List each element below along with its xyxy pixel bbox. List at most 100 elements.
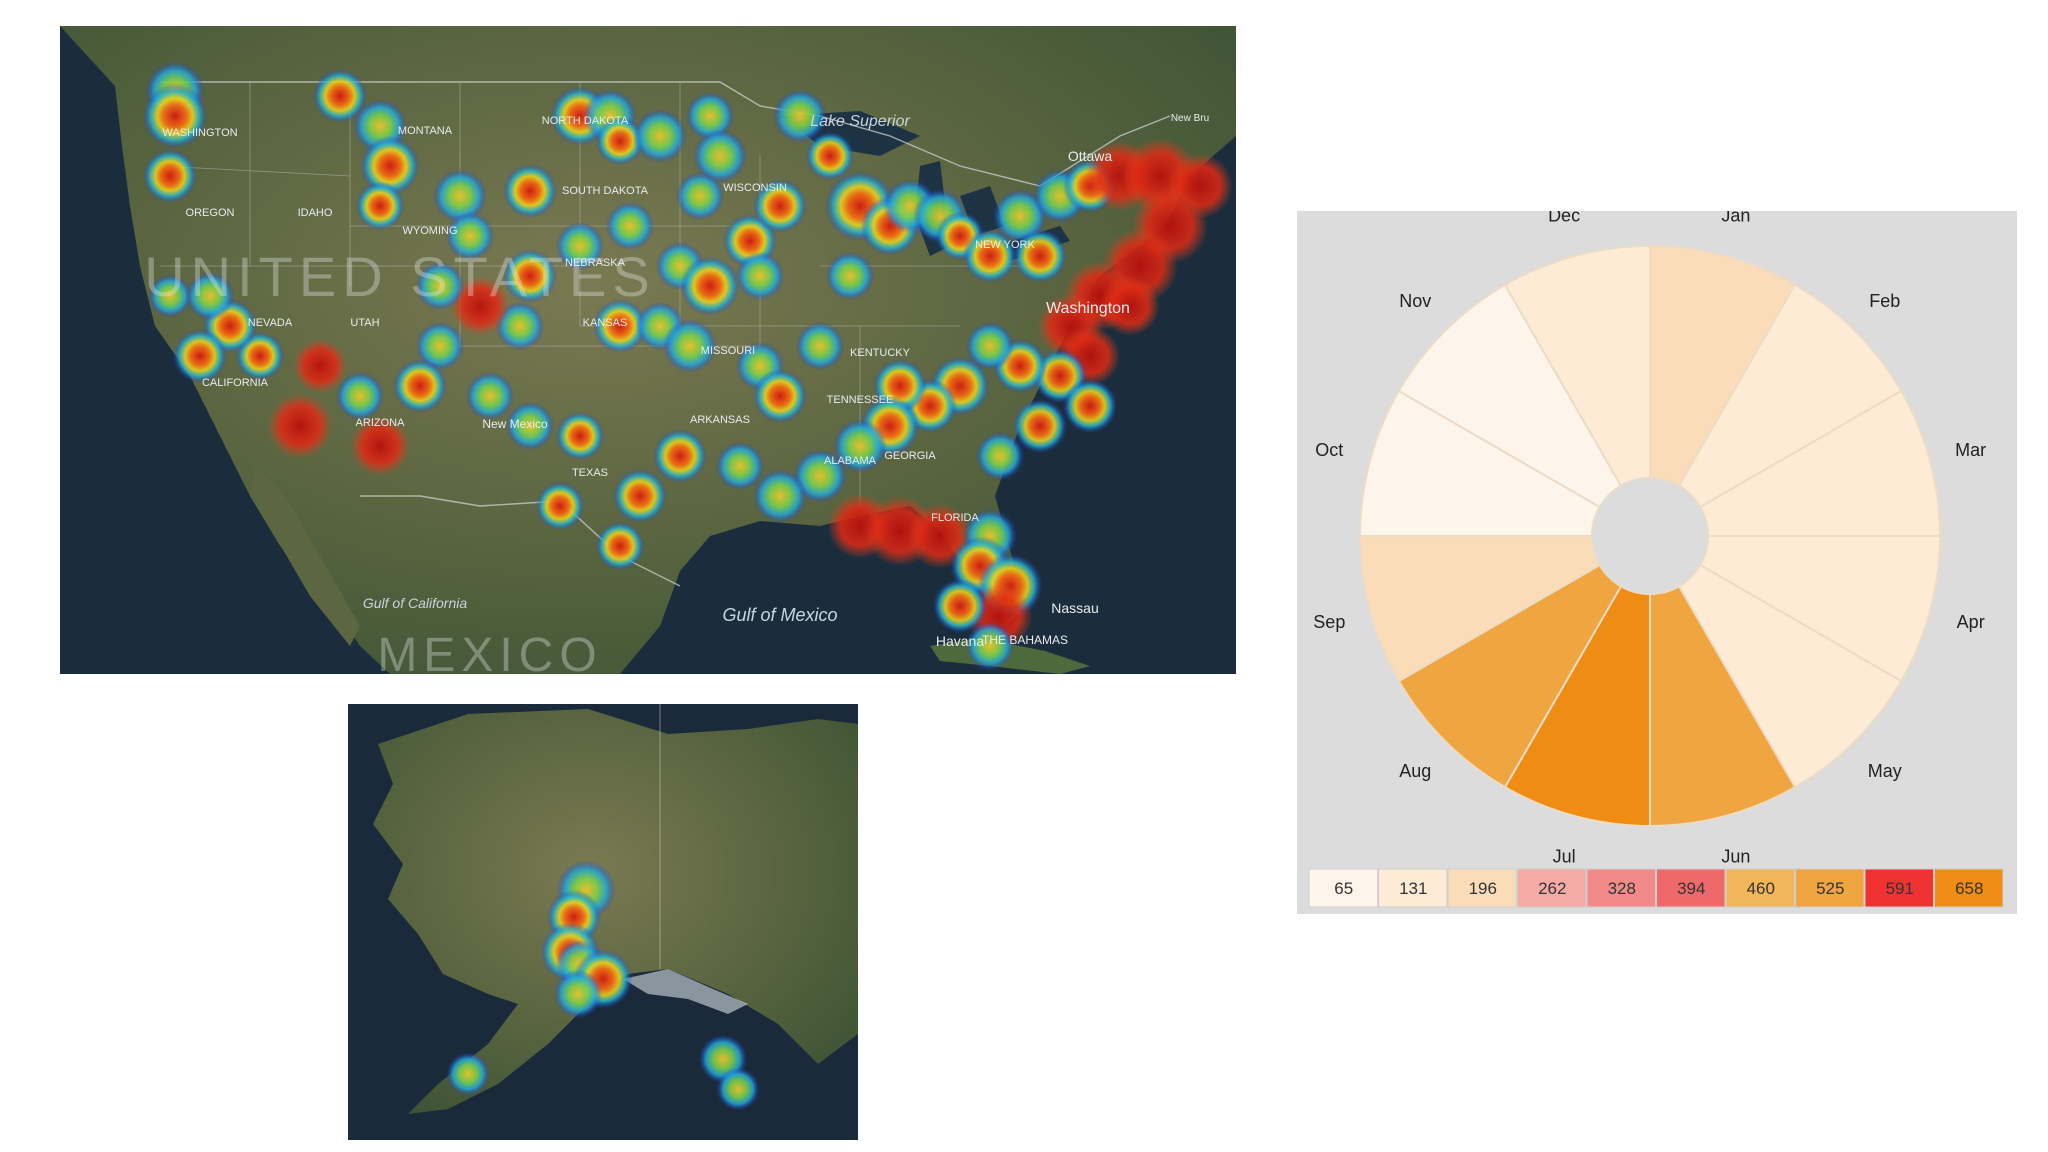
heat-spot [773,89,827,143]
city-label: Nassau [1051,600,1098,616]
heat-spot [415,321,465,371]
heat-spot [675,171,725,221]
heat-spot [963,229,1017,283]
heatmap-hotspots [446,860,760,1111]
state-label: KENTUCKY [850,347,911,359]
heat-spot [805,131,855,181]
heat-spot [267,393,333,459]
heat-spot [680,256,740,316]
heat-spot [753,179,807,233]
city-label: Ottawa [1068,148,1113,164]
water-label: Gulf of Mexico [722,605,837,625]
radial-chart[interactable]: Jan Feb Mar Apr May Jun Jul Aug Sep Oct Nov Dec 65 1… [1297,211,2017,914]
heat-spot [715,441,765,491]
state-label: TENNESSEE [827,394,894,406]
state-label: ARIZONA [356,417,406,429]
us-heatmap[interactable]: WASHINGTON OREGON IDAHO MONTANA WYOMING NEVAD… [60,26,1236,674]
month-labels: Jan Feb Mar Apr May Jun Jul Aug Sep Oct Nov Dec [1313,211,1986,867]
month-label: Nov [1399,291,1431,311]
state-label: NEBRASKA [565,257,626,269]
state-label: NEW YORK [975,239,1035,251]
legend-value: 394 [1677,879,1705,898]
state-label: ARKANSAS [690,414,750,426]
heat-spot [1100,276,1160,336]
legend-swatch [1934,868,2004,908]
month-label: Jan [1721,211,1750,225]
legend-value: 525 [1816,879,1844,898]
legend-swatch [1725,868,1795,908]
alaska-map-canvas[interactable] [348,704,858,1140]
month-label: Jul [1553,847,1576,867]
heat-spot [446,1052,490,1096]
heat-spot [975,431,1025,481]
heatmap-hotspots [142,61,1233,671]
heat-spot [293,339,347,393]
heat-spot [613,469,667,523]
heat-spot [993,189,1047,243]
heat-spot [355,181,405,231]
heat-spot [795,321,845,371]
heat-spot [445,211,495,261]
heat-spot [185,271,235,321]
heat-spot [663,319,717,373]
heat-spot [1013,399,1067,453]
color-legend: 65 131 196 262 328 394 460 525 591 658 [1308,868,2004,908]
state-label: New Bru [1171,113,1209,124]
legend-swatch [1656,868,1726,908]
map-labels: WASHINGTON OREGON IDAHO MONTANA WYOMING NEVAD… [144,113,1209,674]
legend-swatch [1378,868,1448,908]
heat-spot [555,221,605,271]
state-label: NEVADA [248,317,293,329]
state-label: UTAH [350,317,379,329]
heat-spot [933,579,987,633]
heat-spot [148,274,192,318]
legend-swatch [1864,868,1934,908]
state-label: SOUTH DAKOTA [562,185,649,197]
heat-spot [313,69,367,123]
heat-spot [793,449,847,503]
month-label: Sep [1313,612,1345,632]
heat-spot [716,1067,760,1111]
heat-spot [553,969,603,1019]
heat-spot [335,371,385,421]
baja-peninsula [250,466,360,646]
snow-range [623,969,748,1014]
month-label: May [1868,761,1902,781]
month-label: Feb [1869,291,1900,311]
state-label: TEXAS [572,467,608,479]
country-label: MEXICO [377,629,602,674]
state-label: GEORGIA [884,450,936,462]
state-label: KANSAS [583,317,628,329]
legend-value: 131 [1399,879,1427,898]
us-map-canvas[interactable]: WASHINGTON OREGON IDAHO MONTANA WYOMING NEVAD… [60,26,1236,674]
heat-spot [833,419,887,473]
heat-spot [753,369,807,423]
state-label: OREGON [186,207,235,219]
heat-spot [685,91,735,141]
state-label: CALIFORNIA [202,377,269,389]
heat-spot [595,116,645,166]
heat-spot [350,416,410,476]
heat-spot [433,169,487,223]
state-label: MISSOURI [701,345,755,357]
state-label: WYOMING [403,225,458,237]
legend-value: 262 [1538,879,1566,898]
month-label: Aug [1399,761,1431,781]
water-label: Lake Superior [810,113,910,130]
heat-spot [535,481,585,531]
legend-value: 658 [1955,879,1983,898]
state-label: THE BAHAMAS [982,633,1068,647]
heat-spot [143,149,197,203]
legend-value: 65 [1334,879,1353,898]
heat-spot [735,251,785,301]
heat-spot [360,136,420,196]
alaska-heatmap[interactable] [348,704,858,1140]
state-label: NORTH DAKOTA [542,115,629,127]
month-label: Apr [1957,612,1985,632]
legend-value: 591 [1886,879,1914,898]
chart-center-hole [1591,477,1709,595]
city-label: Havana [936,633,984,649]
legend-swatch [1586,868,1656,908]
state-label: WISCONSIN [723,182,787,194]
heat-spot [173,329,227,383]
